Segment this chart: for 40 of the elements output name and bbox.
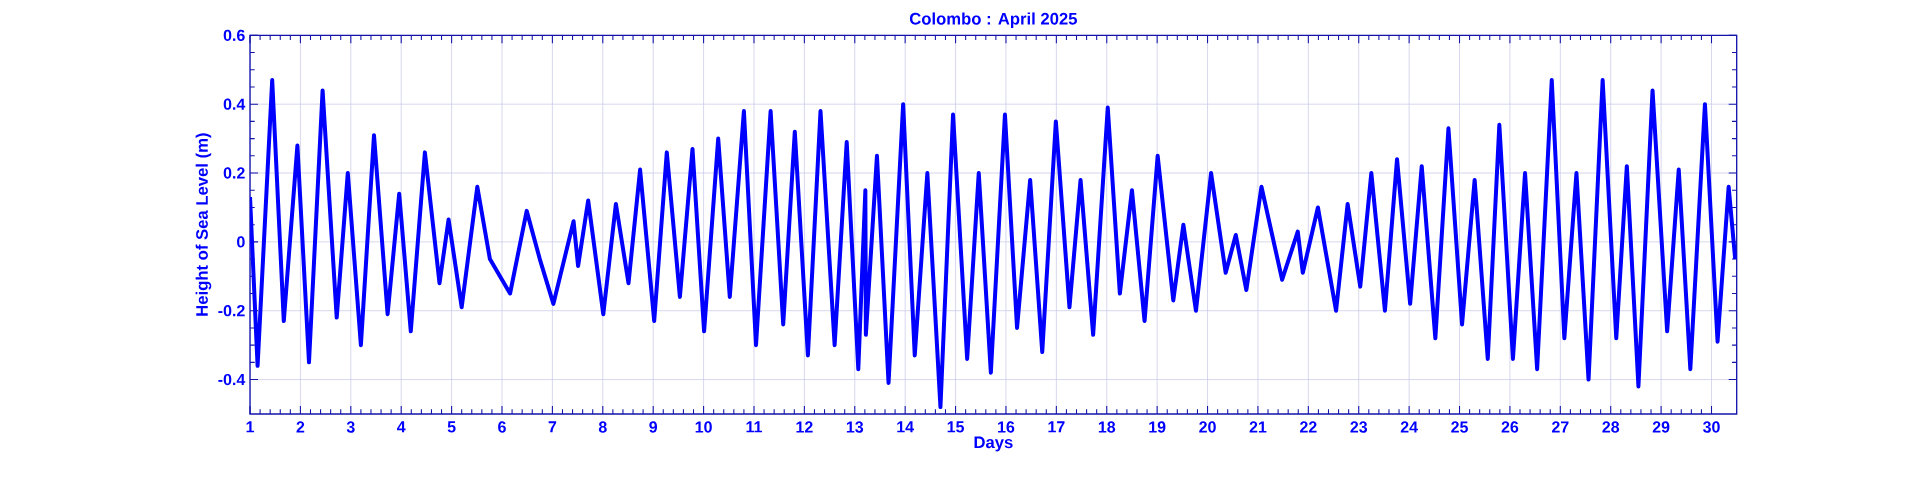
y-tick-label: -0.4 <box>218 373 246 386</box>
x-tick-label: 25 <box>1451 421 1468 433</box>
x-tick-label: 28 <box>1602 421 1620 433</box>
x-tick-label: 14 <box>897 421 914 433</box>
x-tick-label: 4 <box>397 421 406 433</box>
line-series <box>250 78 1737 410</box>
x-tick-label: 23 <box>1350 421 1368 433</box>
x-tick-label: 9 <box>649 421 658 433</box>
x-tick-label: 11 <box>746 421 762 433</box>
x-tick-label: 3 <box>346 421 355 433</box>
y-tick-label: 0.2 <box>223 167 245 179</box>
y-axis-title: Height of Sea Level (m) <box>195 133 212 316</box>
x-tick-label: 18 <box>1098 421 1116 433</box>
x-tick-label: 24 <box>1400 421 1418 433</box>
x-tick-label: 2 <box>296 421 305 433</box>
x-tick-label: 19 <box>1149 421 1166 433</box>
x-tick-label: 26 <box>1501 421 1519 433</box>
y-tick-label: 0.6 <box>223 29 245 41</box>
y-tick-label: -0.2 <box>218 305 245 317</box>
x-tick-label: 10 <box>695 421 712 433</box>
x-tick-label: 7 <box>548 421 557 433</box>
x-tick-label: 12 <box>796 421 813 433</box>
x-tick-label: 16 <box>998 421 1015 433</box>
x-tick-label: 21 <box>1249 421 1267 433</box>
x-tick-label: 15 <box>947 421 965 433</box>
x-tick-label: 1 <box>246 421 255 433</box>
x-tick-label: 6 <box>498 421 506 433</box>
x-tick-label: 5 <box>447 421 456 433</box>
y-tick-label: 0 <box>237 236 245 248</box>
x-tick-label: 29 <box>1652 421 1670 433</box>
y-tick-label: 0.4 <box>223 98 246 110</box>
chart-title: Colombo : April 2025 <box>909 12 1078 28</box>
x-tick-label: 13 <box>846 421 864 433</box>
x-tick-label: 27 <box>1551 421 1569 433</box>
x-tick-label: 22 <box>1300 421 1317 433</box>
x-axis-title: Days <box>974 436 1013 452</box>
x-tick-label: 20 <box>1199 421 1216 433</box>
x-tick-label: 17 <box>1048 421 1065 433</box>
x-tick-label: 30 <box>1702 421 1720 433</box>
x-tick-label: 8 <box>598 421 607 433</box>
